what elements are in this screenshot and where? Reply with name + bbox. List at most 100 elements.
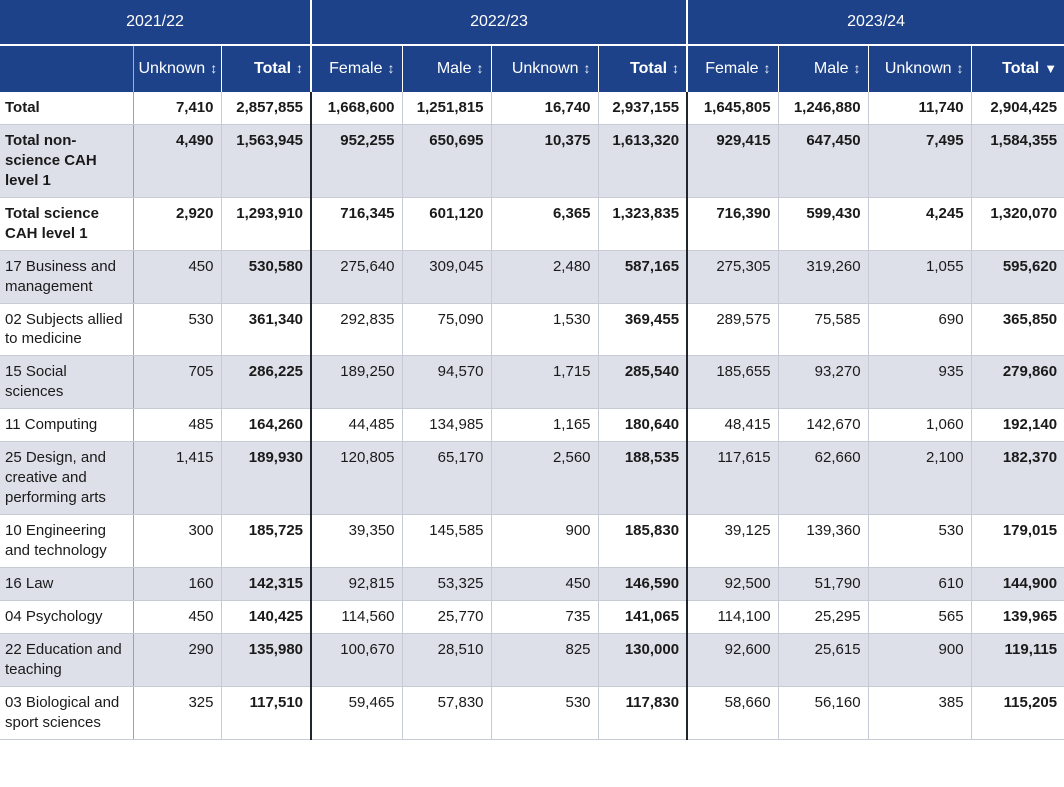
sort-toggle-icon[interactable]: ↕ bbox=[763, 60, 771, 76]
cell-unk1: 450 bbox=[133, 600, 222, 634]
cell-unk2: 6,365 bbox=[491, 197, 599, 251]
table-row: 11 Computing 485 164,260 44,485 134,985 1,165… bbox=[0, 408, 1064, 443]
column-header-label: Total bbox=[1002, 60, 1040, 77]
table-row: 25 Design, and creative and performing a… bbox=[0, 441, 1064, 515]
sort-toggle-icon[interactable]: ↕ bbox=[387, 60, 395, 76]
cell-unk1: 325 bbox=[133, 686, 222, 740]
cell-fem2: 1,668,600 bbox=[311, 92, 403, 125]
cell-fem2: 59,465 bbox=[311, 686, 403, 740]
cell-tot3: 595,620 bbox=[971, 250, 1064, 304]
cell-tot1: 135,980 bbox=[221, 633, 313, 687]
table-row: 17 Business and management 450 530,580 275,… bbox=[0, 250, 1064, 304]
cell-fem3: 117,615 bbox=[687, 441, 779, 515]
cell-unk2: 900 bbox=[491, 514, 599, 568]
table-header: 2021/22 2022/23 2023/24 Unknown ↕ Total ↕ Fema… bbox=[0, 0, 1064, 92]
cell-mal2: 650,695 bbox=[402, 124, 492, 198]
sort-toggle-icon[interactable]: ↕ bbox=[853, 60, 861, 76]
row-label: Total non-science CAH level 1 bbox=[0, 124, 134, 198]
sort-descending-icon[interactable]: ▼ bbox=[1044, 61, 1058, 76]
cell-tot1: 164,260 bbox=[221, 408, 313, 443]
cell-tot2: 1,323,835 bbox=[598, 197, 689, 251]
column-header-unk2[interactable]: Unknown ↕ bbox=[491, 45, 599, 92]
column-header-label: Total bbox=[630, 60, 668, 77]
table-row: 03 Biological and sport sciences 325 117,5… bbox=[0, 686, 1064, 740]
cell-mal2: 65,170 bbox=[402, 441, 492, 515]
cell-tot2: 180,640 bbox=[598, 408, 689, 443]
column-header-mal2[interactable]: Male ↕ bbox=[402, 45, 492, 92]
cell-mal3: 319,260 bbox=[778, 250, 869, 304]
cell-tot1: 185,725 bbox=[221, 514, 313, 568]
row-label: 03 Biological and sport sciences bbox=[0, 686, 134, 740]
cell-mal3: 51,790 bbox=[778, 567, 869, 601]
sort-toggle-icon[interactable]: ↕ bbox=[583, 60, 591, 76]
table-row: Total non-science CAH level 1 4,490 1,563,… bbox=[0, 124, 1064, 198]
row-label: 25 Design, and creative and performing a… bbox=[0, 441, 134, 515]
group-header-2022-23: 2022/23 bbox=[311, 0, 689, 46]
cell-tot2: 185,830 bbox=[598, 514, 689, 568]
cell-unk3: 1,060 bbox=[868, 408, 972, 443]
cell-tot2: 117,830 bbox=[598, 686, 689, 740]
column-header-tot3[interactable]: Total ▼ bbox=[971, 45, 1064, 92]
cell-unk1: 705 bbox=[133, 355, 222, 410]
cell-unk2: 450 bbox=[491, 567, 599, 601]
cell-fem2: 114,560 bbox=[311, 600, 403, 634]
cell-unk3: 2,100 bbox=[868, 441, 972, 515]
cell-unk3: 690 bbox=[868, 303, 972, 357]
row-label: 04 Psychology bbox=[0, 600, 134, 634]
column-header-unk1[interactable]: Unknown ↕ bbox=[133, 45, 222, 92]
column-header-tot1[interactable]: Total ↕ bbox=[221, 45, 313, 92]
cell-tot2: 188,535 bbox=[598, 441, 689, 515]
column-header-tot2[interactable]: Total ↕ bbox=[598, 45, 689, 92]
cell-fem2: 39,350 bbox=[311, 514, 403, 568]
table-row: 16 Law 160 142,315 92,815 53,325 450 146,590 92… bbox=[0, 567, 1064, 601]
cell-unk2: 2,480 bbox=[491, 250, 599, 304]
row-label: Total bbox=[0, 92, 134, 125]
cell-fem3: 92,500 bbox=[687, 567, 779, 601]
cell-tot3: 182,370 bbox=[971, 441, 1064, 515]
column-header-fem3[interactable]: Female ↕ bbox=[687, 45, 779, 92]
cell-unk1: 160 bbox=[133, 567, 222, 601]
cell-tot2: 2,937,155 bbox=[598, 92, 689, 125]
table-row: 02 Subjects allied to medicine 530 361,340… bbox=[0, 303, 1064, 357]
cell-fem3: 114,100 bbox=[687, 600, 779, 634]
column-header-mal3[interactable]: Male ↕ bbox=[778, 45, 869, 92]
cell-unk1: 300 bbox=[133, 514, 222, 568]
cell-tot3: 192,140 bbox=[971, 408, 1064, 443]
sort-toggle-icon[interactable]: ↕ bbox=[956, 60, 964, 76]
cell-fem3: 1,645,805 bbox=[687, 92, 779, 125]
cell-fem3: 289,575 bbox=[687, 303, 779, 357]
cell-fem3: 48,415 bbox=[687, 408, 779, 443]
cell-unk2: 1,530 bbox=[491, 303, 599, 357]
cell-tot3: 119,115 bbox=[971, 633, 1064, 687]
cell-unk2: 2,560 bbox=[491, 441, 599, 515]
cell-fem3: 275,305 bbox=[687, 250, 779, 304]
group-header-2023-24: 2023/24 bbox=[687, 0, 1064, 46]
row-label: 16 Law bbox=[0, 567, 134, 601]
cell-tot1: 286,225 bbox=[221, 355, 313, 410]
cell-unk1: 7,410 bbox=[133, 92, 222, 125]
cell-tot1: 530,580 bbox=[221, 250, 313, 304]
cell-tot3: 144,900 bbox=[971, 567, 1064, 601]
cell-fem2: 92,815 bbox=[311, 567, 403, 601]
cell-unk1: 2,920 bbox=[133, 197, 222, 251]
cell-unk3: 4,245 bbox=[868, 197, 972, 251]
table-row: 15 Social sciences 705 286,225 189,250 94,57… bbox=[0, 355, 1064, 410]
cell-unk2: 530 bbox=[491, 686, 599, 740]
cell-mal3: 142,670 bbox=[778, 408, 869, 443]
sort-toggle-icon[interactable]: ↕ bbox=[476, 60, 484, 76]
column-header-unk3[interactable]: Unknown ↕ bbox=[868, 45, 972, 92]
table-row: 10 Engineering and technology 300 185,725 3… bbox=[0, 514, 1064, 568]
cell-fem3: 185,655 bbox=[687, 355, 779, 410]
cell-unk1: 530 bbox=[133, 303, 222, 357]
column-header-fem2[interactable]: Female ↕ bbox=[311, 45, 403, 92]
cell-unk1: 290 bbox=[133, 633, 222, 687]
sort-toggle-icon[interactable]: ↕ bbox=[296, 60, 304, 76]
cell-mal3: 25,615 bbox=[778, 633, 869, 687]
cell-fem3: 716,390 bbox=[687, 197, 779, 251]
cell-tot1: 2,857,855 bbox=[221, 92, 313, 125]
sort-toggle-icon[interactable]: ↕ bbox=[672, 60, 680, 76]
column-header-label: Male bbox=[813, 60, 849, 77]
cell-tot3: 1,584,355 bbox=[971, 124, 1064, 198]
cell-mal3: 93,270 bbox=[778, 355, 869, 410]
sort-toggle-icon[interactable]: ↕ bbox=[210, 60, 218, 76]
